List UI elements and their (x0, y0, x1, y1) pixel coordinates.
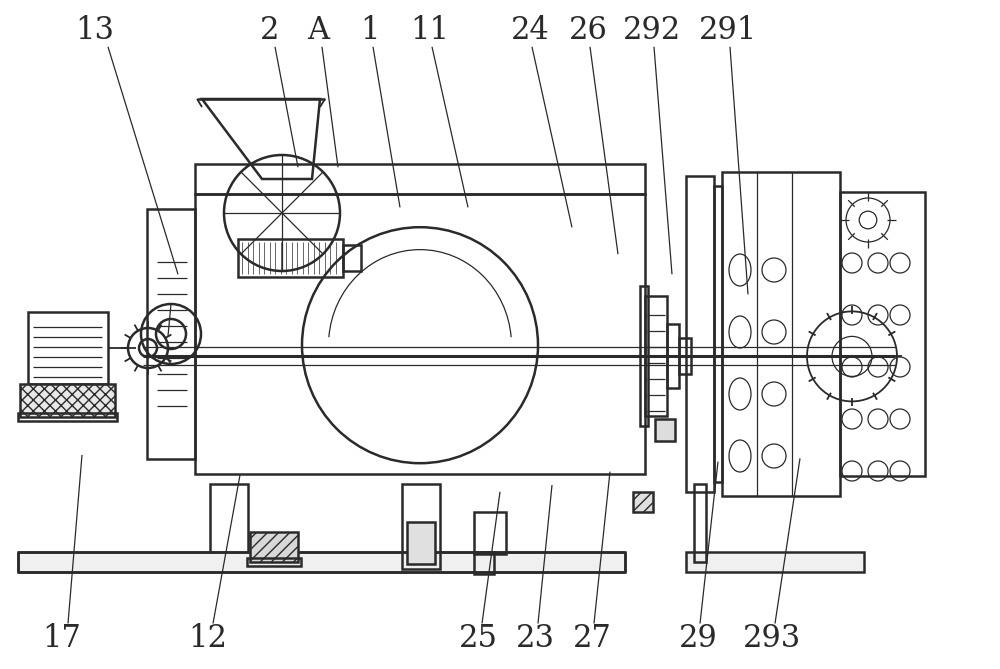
Text: 291: 291 (699, 15, 757, 45)
Bar (238, 239, 343, 277)
Bar (655, 419, 675, 442)
Text: 1: 1 (360, 15, 380, 45)
Text: 24: 24 (511, 15, 549, 45)
Bar (474, 552, 494, 574)
Text: 29: 29 (679, 624, 717, 654)
Bar (722, 172, 840, 496)
Bar (840, 192, 925, 476)
Bar (28, 312, 108, 384)
Text: A: A (307, 15, 329, 45)
Bar (343, 245, 361, 272)
Bar (247, 558, 301, 566)
Bar (402, 484, 440, 569)
Bar (195, 164, 645, 194)
Text: 293: 293 (743, 624, 801, 654)
Text: 17: 17 (43, 624, 81, 654)
Text: 12: 12 (188, 624, 228, 654)
Text: 27: 27 (573, 624, 611, 654)
Text: 26: 26 (569, 15, 607, 45)
Text: 2: 2 (260, 15, 280, 45)
Bar (686, 552, 864, 572)
Bar (20, 384, 115, 417)
Bar (714, 186, 722, 482)
Bar (18, 413, 117, 421)
Bar (474, 512, 506, 554)
Bar (18, 552, 625, 572)
Text: 11: 11 (411, 15, 450, 45)
Bar (407, 522, 435, 564)
Bar (694, 484, 706, 562)
Text: 292: 292 (623, 15, 681, 45)
Bar (667, 324, 679, 389)
Text: 23: 23 (516, 624, 554, 654)
Bar (640, 286, 648, 426)
Bar (195, 194, 645, 474)
Bar (210, 484, 248, 556)
Text: 25: 25 (458, 624, 498, 654)
Bar (686, 176, 714, 492)
Bar (250, 532, 298, 562)
Bar (679, 339, 691, 375)
Bar (633, 492, 653, 512)
Bar (645, 296, 667, 416)
Text: 13: 13 (76, 15, 114, 45)
Bar (147, 209, 195, 459)
